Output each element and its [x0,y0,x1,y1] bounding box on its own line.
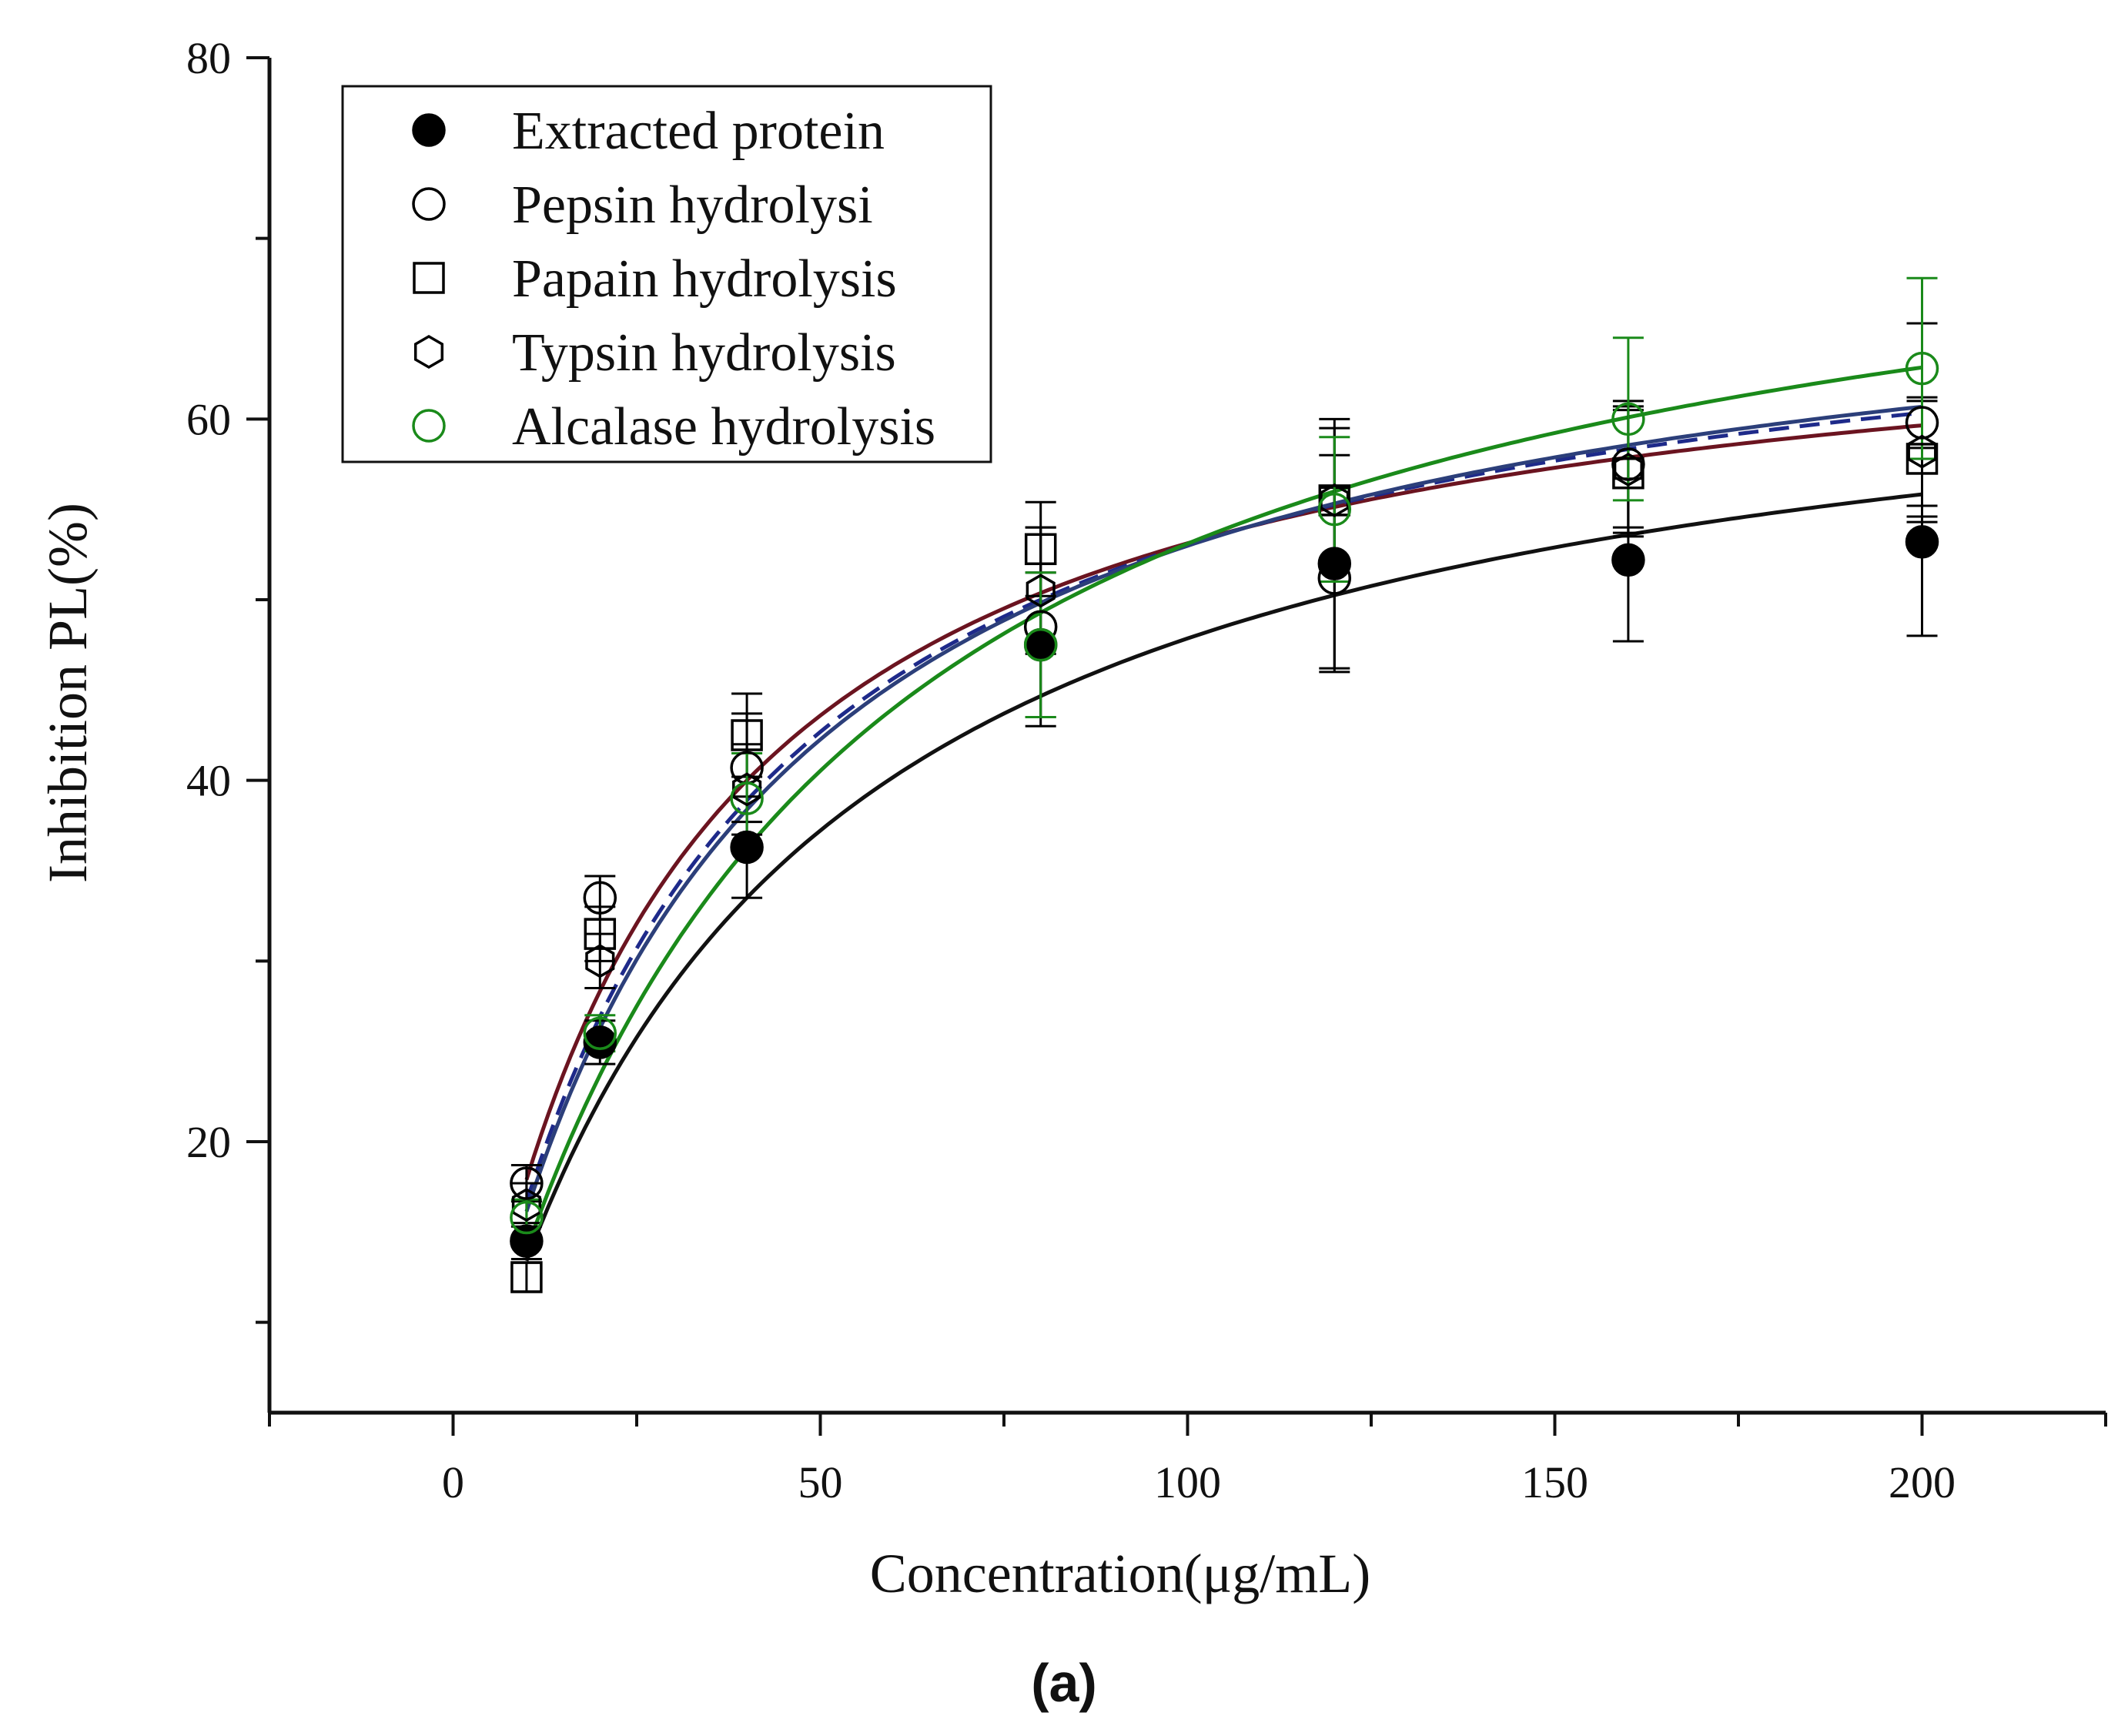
data-point [1026,574,1056,608]
data-point [1905,351,1939,386]
legend-box [341,85,992,463]
x-tick-label: 100 [1154,1457,1221,1507]
data-point [1611,402,1645,437]
data-point [1023,610,1058,644]
data-point [511,1188,541,1223]
legend-label: Typsin hydrolysis [512,323,896,383]
legend-marker [413,334,444,370]
legend: Extracted protein Pepsin hydrolysi Papain … [341,85,992,463]
data-point [1317,492,1352,527]
data-point [1320,483,1350,517]
y-tick-label: 40 [186,756,231,806]
legend-label: Alcalase hydrolysis [512,397,935,457]
fit-curve [524,423,1922,1181]
legend-marker [412,409,446,443]
data-point [1907,434,1937,469]
data-point [584,918,617,950]
data-point [1905,406,1939,440]
x-tick-label: 50 [798,1457,843,1507]
x-tick-label: 200 [1889,1457,1956,1507]
data-point [1905,525,1939,559]
y-tick-label: 20 [186,1117,231,1167]
legend-label: Papain hydrolysis [512,249,897,309]
data-point [510,1224,544,1258]
data-point [510,1200,544,1235]
data-point [1024,533,1057,566]
data-point [1317,561,1352,595]
y-axis-title: Inhibition PL(%) [37,503,99,883]
fit-curves [524,365,1922,1262]
legend-marker [412,113,446,147]
fit-curve [524,492,1922,1262]
data-point [583,1025,617,1059]
axes: 0 50 100 150 200 20 40 60 80 [186,33,2107,1507]
legend-label: Pepsin hydrolysi [512,176,873,235]
data-point [730,781,764,815]
x-axis-title: Concentration(μg/mL) [870,1543,1370,1604]
y-tick-label: 80 [186,33,231,83]
legend-marker [413,262,445,294]
data-markers [510,351,1939,1293]
data-point [731,719,763,751]
legend-label: Extracted protein [512,102,885,161]
data-point [510,1166,544,1200]
data-point [1023,627,1058,662]
data-point [585,944,615,978]
panel-label: (a) [1031,1653,1097,1713]
data-point [1613,452,1643,487]
y-tick-label: 60 [186,394,231,444]
data-point [730,830,764,865]
data-point [1611,543,1645,577]
data-point [510,1261,543,1293]
data-point [583,881,617,915]
data-point [583,1016,617,1050]
x-tick-label: 0 [442,1457,464,1507]
x-tick-label: 150 [1521,1457,1588,1507]
data-point [732,772,762,807]
legend-marker [412,187,446,221]
